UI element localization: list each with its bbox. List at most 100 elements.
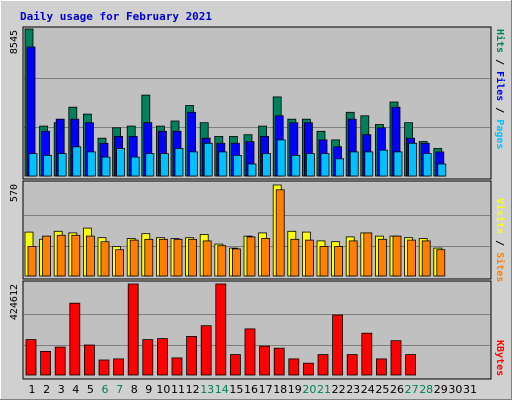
day-label: 28 xyxy=(419,383,433,396)
day-axis: 1 2 3 4 5 6 7 8 9 10 11 12 13 14 15 16 17 18 19 20 21 22 23 24 2… xyxy=(29,383,478,396)
bar-kbytes xyxy=(273,347,285,376)
bar-sites xyxy=(261,238,271,277)
bar-pages xyxy=(437,163,447,177)
bar-kbytes xyxy=(156,338,168,376)
bar-pages xyxy=(364,151,374,177)
bar-kbytes xyxy=(375,358,387,376)
bar-pages xyxy=(378,149,388,177)
bar-sites xyxy=(334,246,344,277)
bar-sites xyxy=(100,241,110,277)
bar-kbytes xyxy=(259,345,271,376)
bar-sites xyxy=(290,238,300,277)
day-label: 1 xyxy=(29,383,36,396)
day-label: 25 xyxy=(375,383,389,396)
bar-pages xyxy=(291,154,301,177)
day-label: 31 xyxy=(463,383,477,396)
day-label: 24 xyxy=(361,383,375,396)
bar-kbytes xyxy=(346,354,358,376)
volume-ymax-label: 424612 xyxy=(9,284,20,320)
day-label: 10 xyxy=(156,383,170,396)
bar-kbytes xyxy=(215,283,227,376)
bar-pages xyxy=(247,163,257,177)
bar-kbytes xyxy=(405,354,417,376)
bar-kbytes xyxy=(142,339,154,376)
bar-pages xyxy=(422,153,432,177)
day-label: 30 xyxy=(448,383,462,396)
bar-sites xyxy=(42,235,51,277)
bar-sites xyxy=(144,238,154,277)
graph-title: Daily usage for February 2021 xyxy=(20,10,212,23)
bar-kbytes xyxy=(186,335,198,376)
bar-pages xyxy=(43,154,52,177)
requests-ymax-label: 8545 xyxy=(9,30,20,54)
bar-pages xyxy=(232,154,242,177)
bar-sites xyxy=(202,240,212,277)
day-label: 23 xyxy=(346,383,360,396)
bar-pages xyxy=(320,153,330,177)
bar-kbytes xyxy=(244,328,256,376)
visitors-legend: Visits / Sites xyxy=(494,198,506,282)
bar-sites xyxy=(377,238,387,277)
bar-sites xyxy=(392,235,402,277)
day-label: 21 xyxy=(317,383,331,396)
day-label: 19 xyxy=(288,383,302,396)
bar-pages xyxy=(218,151,228,177)
day-label: 3 xyxy=(58,383,65,396)
legend-kbytes: KBytes xyxy=(494,340,505,376)
bar-kbytes xyxy=(54,346,66,376)
day-label: 11 xyxy=(171,383,185,396)
bar-pages xyxy=(408,142,418,177)
requests-legend: Hits / Files / Pages xyxy=(494,29,506,149)
bar-kbytes xyxy=(317,354,329,376)
legend-files: Files xyxy=(494,71,506,101)
day-label: 9 xyxy=(145,383,152,396)
bar-sites xyxy=(407,239,417,277)
day-label: 5 xyxy=(87,383,94,396)
day-label: 26 xyxy=(390,383,404,396)
bar-kbytes xyxy=(390,340,402,376)
bar-kbytes xyxy=(332,314,344,376)
bar-sites xyxy=(319,246,329,277)
bar-sites xyxy=(436,249,446,277)
bar-pages xyxy=(87,151,96,177)
day-label: 17 xyxy=(259,383,273,396)
bar-pages xyxy=(145,153,155,177)
day-label: 2 xyxy=(43,383,50,396)
bar-sites xyxy=(231,248,241,277)
bar-sites xyxy=(363,232,373,277)
bar-kbytes xyxy=(361,332,373,376)
day-label: 15 xyxy=(229,383,243,396)
bar-sites xyxy=(71,234,81,277)
bar-kbytes xyxy=(25,339,37,376)
bar-pages xyxy=(276,139,286,177)
bar-sites xyxy=(275,189,285,277)
bar-sites xyxy=(188,238,198,277)
bar-kbytes xyxy=(171,357,183,376)
bar-kbytes xyxy=(229,354,241,376)
bar-sites xyxy=(421,240,431,277)
bar-pages xyxy=(262,153,272,177)
legend-sep-3: / xyxy=(494,234,505,252)
bar-sites xyxy=(217,245,227,277)
bar-pages xyxy=(203,142,213,177)
day-label: 27 xyxy=(405,383,419,396)
bar-sites xyxy=(158,238,168,277)
bar-sites xyxy=(56,234,66,277)
bar-kbytes xyxy=(200,325,212,376)
bar-layer xyxy=(24,28,447,376)
day-label: 14 xyxy=(215,383,229,396)
bar-pages xyxy=(335,158,345,177)
bar-pages xyxy=(116,148,125,177)
day-label: 6 xyxy=(102,383,109,396)
day-label: 18 xyxy=(273,383,287,396)
legend-sites: Sites xyxy=(494,252,506,282)
bar-pages xyxy=(28,153,38,177)
day-label: 22 xyxy=(332,383,346,396)
legend-sep-2: / xyxy=(494,101,505,119)
bar-pages xyxy=(349,151,359,177)
visitors-ymax-label: 570 xyxy=(9,184,20,202)
bar-sites xyxy=(246,236,256,277)
bar-kbytes xyxy=(40,350,51,376)
